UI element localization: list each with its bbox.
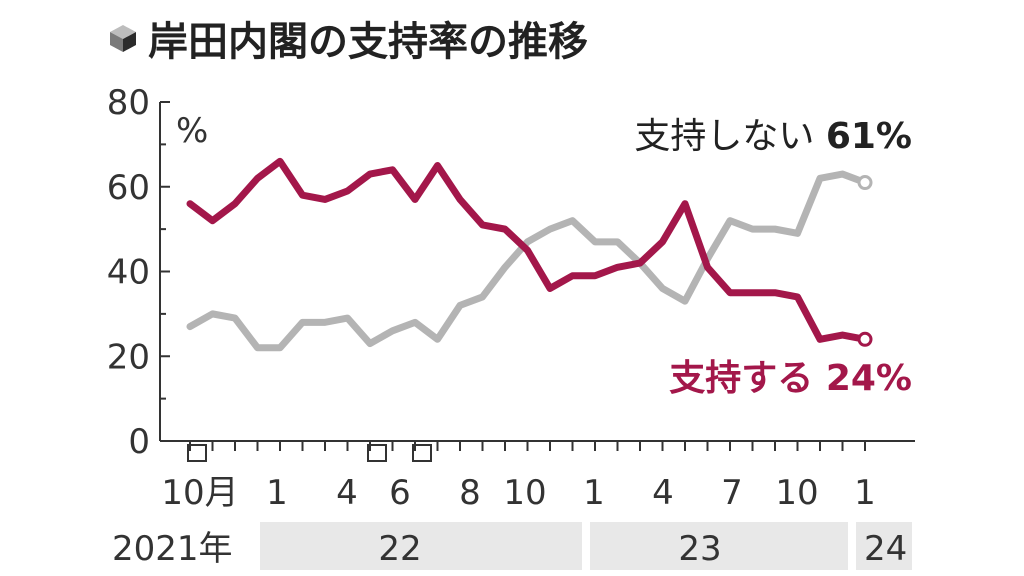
x-tick-label: 4	[652, 473, 674, 513]
x-tick-label: 6	[389, 473, 411, 513]
x-tick-label: 10	[503, 473, 546, 513]
x-tick-label: 10月	[161, 473, 238, 513]
y-tick-label: 20	[107, 337, 150, 377]
x-tick-label: 7	[721, 473, 743, 513]
year-label: 22	[378, 529, 421, 569]
approve-end-value: 24%	[826, 358, 912, 399]
y-tick-label: 40	[107, 253, 150, 293]
x-tick-label: 10	[775, 473, 818, 513]
x-tick-label: 1	[583, 473, 605, 513]
y-unit-label: %	[176, 111, 208, 151]
x-tick-label: 1	[266, 473, 288, 513]
disapprove-series-name: 支持しない	[634, 116, 825, 157]
approve-series-label: 支持する 24%	[669, 358, 912, 399]
approve-line	[190, 161, 865, 339]
x-tick-label: 1	[854, 473, 876, 513]
approve-end-marker	[859, 333, 871, 345]
disapprove-end-value: 61%	[826, 116, 912, 157]
x-tick-label: 8	[459, 473, 481, 513]
x-tick-label: 4	[336, 473, 358, 513]
year-label: 24	[864, 529, 907, 569]
year-label: 23	[678, 529, 721, 569]
year-label: 2021年	[112, 529, 233, 569]
y-tick-label: 80	[107, 83, 150, 123]
y-tick-label: 0	[128, 422, 150, 462]
disapprove-series-label: 支持しない 61%	[634, 116, 912, 157]
disapprove-end-marker	[859, 177, 871, 189]
approve-series-name: 支持する	[669, 358, 826, 399]
disapprove-line	[190, 174, 865, 348]
y-tick-label: 60	[107, 168, 150, 208]
